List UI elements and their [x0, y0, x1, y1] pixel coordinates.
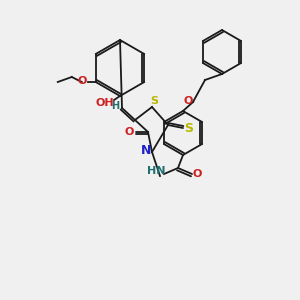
Text: N: N [141, 145, 151, 158]
Text: H: H [111, 101, 119, 111]
Text: OH: OH [96, 98, 114, 108]
Text: S: S [150, 96, 158, 106]
Text: S: S [184, 122, 194, 134]
Text: O: O [124, 127, 134, 137]
Text: HN: HN [147, 166, 165, 176]
Text: O: O [77, 76, 86, 86]
Text: O: O [183, 96, 193, 106]
Text: O: O [192, 169, 202, 179]
